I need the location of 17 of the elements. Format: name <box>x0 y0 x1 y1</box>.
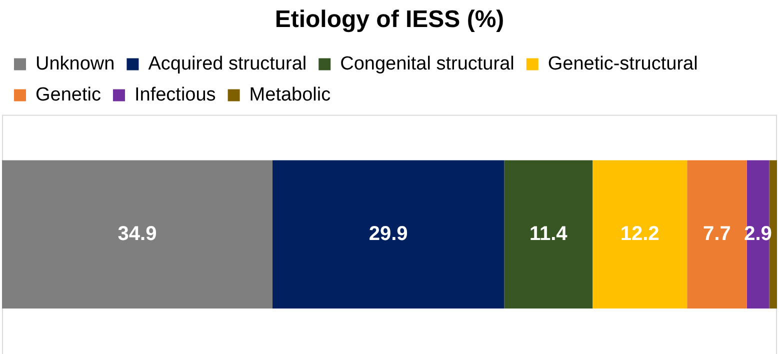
data-label: 7.7 <box>703 222 731 245</box>
legend-label: Genetic <box>36 84 101 106</box>
data-label: 34.9 <box>118 222 157 245</box>
bar <box>272 160 504 309</box>
data-label: 11.4 <box>529 222 568 245</box>
legend-label: Infectious <box>134 84 216 106</box>
data-label: 12.2 <box>620 222 660 245</box>
data-label: 29.9 <box>368 222 408 245</box>
chart-title: Etiology of IESS (%) <box>274 6 504 34</box>
legend-label: Genetic-structural <box>548 54 698 75</box>
legend-label: Acquired structural <box>148 54 307 75</box>
legend-label: Metabolic <box>249 84 331 106</box>
bar <box>592 160 688 309</box>
legend-label: Congenital structural <box>340 54 514 75</box>
legend-label: Unknown <box>36 54 115 75</box>
bar <box>2 160 272 309</box>
bar <box>504 160 593 309</box>
